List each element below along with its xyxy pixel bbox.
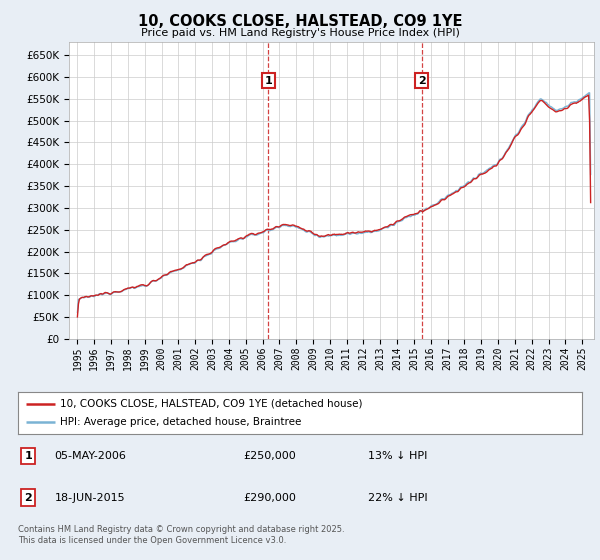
Text: 2: 2: [418, 76, 425, 86]
Text: 1: 1: [265, 76, 272, 86]
Text: 18-JUN-2015: 18-JUN-2015: [55, 493, 125, 502]
Text: 05-MAY-2006: 05-MAY-2006: [55, 451, 127, 461]
Text: £290,000: £290,000: [244, 493, 296, 502]
Text: 13% ↓ HPI: 13% ↓ HPI: [368, 451, 427, 461]
Text: Price paid vs. HM Land Registry's House Price Index (HPI): Price paid vs. HM Land Registry's House …: [140, 28, 460, 38]
Text: 22% ↓ HPI: 22% ↓ HPI: [368, 493, 427, 502]
Text: 10, COOKS CLOSE, HALSTEAD, CO9 1YE: 10, COOKS CLOSE, HALSTEAD, CO9 1YE: [138, 14, 462, 29]
Text: HPI: Average price, detached house, Braintree: HPI: Average price, detached house, Brai…: [60, 417, 302, 427]
Text: £250,000: £250,000: [244, 451, 296, 461]
Text: 1: 1: [24, 451, 32, 461]
Text: 10, COOKS CLOSE, HALSTEAD, CO9 1YE (detached house): 10, COOKS CLOSE, HALSTEAD, CO9 1YE (deta…: [60, 399, 363, 409]
Text: Contains HM Land Registry data © Crown copyright and database right 2025.
This d: Contains HM Land Registry data © Crown c…: [18, 525, 344, 545]
Text: 2: 2: [24, 493, 32, 502]
